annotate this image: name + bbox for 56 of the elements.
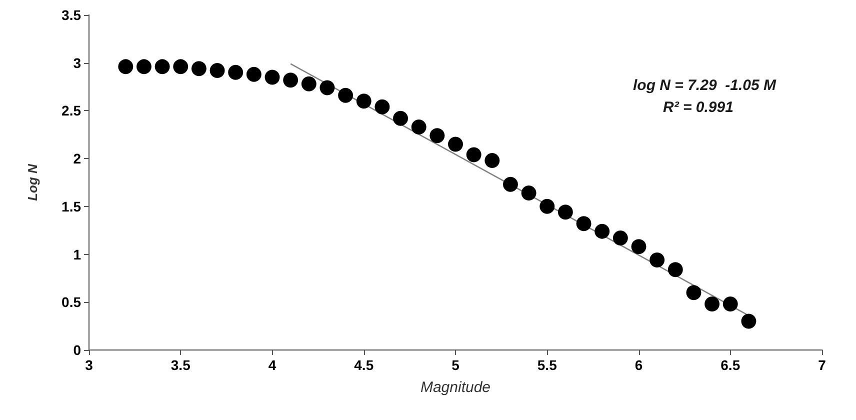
point bbox=[118, 59, 134, 74]
y-tick-label: 3.5 bbox=[62, 7, 82, 23]
point bbox=[741, 314, 756, 329]
point bbox=[246, 66, 262, 82]
y-tick-label: 0.5 bbox=[62, 294, 82, 310]
y-tick-label: 0 bbox=[73, 342, 82, 358]
x-tick-label: 5.5 bbox=[537, 357, 558, 373]
annotation: log N = 7.29 -1.05 M bbox=[633, 77, 776, 94]
point bbox=[686, 285, 702, 300]
x-tick-label: 6 bbox=[634, 357, 643, 373]
point bbox=[631, 239, 646, 254]
point bbox=[502, 176, 518, 192]
x-tick-label: 7 bbox=[818, 357, 826, 373]
point bbox=[668, 262, 683, 278]
x-tick-label: 6.5 bbox=[720, 357, 740, 373]
point bbox=[576, 216, 592, 232]
point bbox=[191, 61, 206, 76]
point bbox=[154, 59, 170, 74]
y-axis-title: Log N bbox=[25, 163, 40, 201]
x-tick-label: 4 bbox=[268, 357, 276, 373]
point bbox=[374, 99, 390, 114]
point bbox=[540, 198, 555, 214]
point bbox=[722, 296, 738, 312]
point bbox=[338, 88, 354, 103]
point bbox=[393, 110, 408, 126]
point bbox=[173, 59, 188, 74]
point bbox=[558, 204, 573, 220]
point bbox=[612, 230, 628, 246]
point bbox=[430, 128, 445, 144]
y-tick-label: 2.5 bbox=[62, 102, 82, 119]
point bbox=[136, 59, 152, 74]
point bbox=[594, 224, 610, 239]
point bbox=[521, 186, 536, 201]
point bbox=[264, 70, 280, 85]
point bbox=[484, 152, 500, 168]
point bbox=[320, 80, 335, 96]
y-tick-label: 1 bbox=[73, 246, 82, 262]
point bbox=[283, 72, 298, 88]
x-tick-label: 4.5 bbox=[354, 357, 374, 373]
point bbox=[356, 94, 372, 109]
x-axis-title: Magnitude bbox=[420, 379, 491, 396]
point bbox=[650, 252, 665, 268]
y-tick-label: 2 bbox=[73, 150, 82, 167]
point bbox=[466, 147, 482, 162]
x-tick-label: 5 bbox=[452, 357, 460, 373]
point bbox=[704, 296, 720, 312]
x-tick-label: 3 bbox=[85, 357, 94, 373]
y-tick-label: 3 bbox=[73, 54, 82, 71]
point bbox=[301, 76, 316, 92]
point bbox=[448, 136, 463, 152]
x-tick-label: 3.5 bbox=[170, 357, 191, 373]
point bbox=[411, 119, 426, 134]
point bbox=[228, 64, 244, 80]
annotation: R² = 0.991 bbox=[663, 99, 734, 116]
y-tick-label: 1.5 bbox=[62, 198, 82, 214]
point bbox=[210, 63, 225, 78]
